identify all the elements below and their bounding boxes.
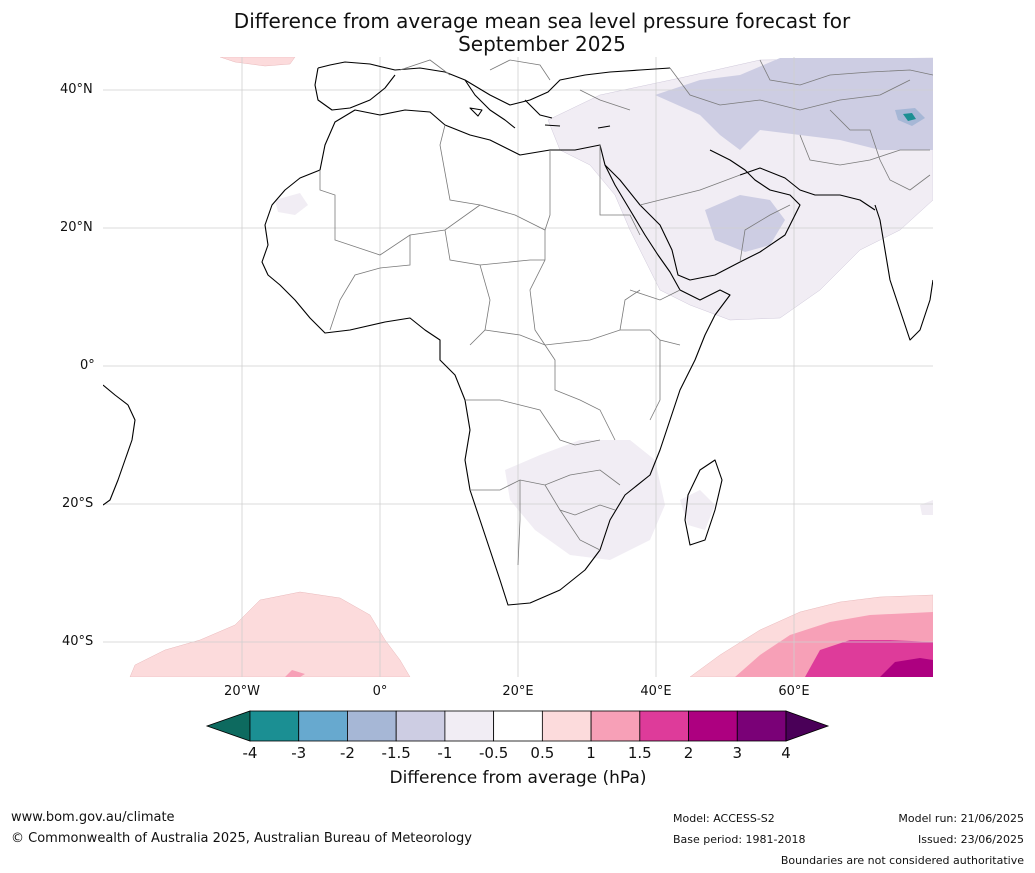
colorbar [205,710,830,742]
lat-label-20s: 20°S [62,496,94,511]
colorbar-tick-label: 1.5 [627,744,652,762]
colorbar-segment [298,710,348,742]
south-america-coast [103,384,136,506]
title-line-1: Difference from average mean sea level p… [233,9,851,33]
lon-label-20e: 20°E [502,684,534,699]
cyprus [597,125,611,129]
map-area [103,57,933,677]
lat-label-0: 0° [80,358,95,373]
colorbar-tick-label: -4 [242,744,258,762]
europe-iberia [314,67,396,111]
lon-label-40e: 40°E [640,684,672,699]
title-line-2: September 2025 [458,32,626,56]
footer-model: Model: ACCESS-S2 [673,812,775,825]
colorbar-segment [444,710,495,742]
colorbar-segment [249,710,300,742]
anomaly-neg-asia-3 [903,113,916,121]
sicily [469,107,483,117]
lat-label-40s: 40°S [62,634,94,649]
colorbar-segment [493,710,543,742]
africa-coast [261,109,731,606]
anomaly-pos-north-atlantic [219,57,296,67]
europe-coast [317,61,671,106]
arabia-coast [604,149,801,281]
greece [524,99,553,119]
lat-label-40n: 40°N [60,82,93,97]
anomaly-neg-arabia-core [705,195,785,252]
coastlines [103,61,933,606]
country-borders [319,59,933,566]
colorbar-tick-label: -1 [437,744,453,762]
anomaly-pos-indian-ocean-4 [880,658,933,677]
footer-issued: Issued: 23/06/2025 [917,833,1024,846]
footer-base-period: Base period: 1981-2018 [673,833,806,846]
colorbar-tick-label: 2 [683,744,694,762]
colorbar-tick-label: -3 [291,744,307,762]
colorbar-under-arrow [205,710,251,742]
colorbar-over-arrow [785,710,830,742]
colorbar-tick-label: 0.5 [530,744,555,762]
lat-label-20n: 20°N [60,220,93,235]
anomaly-neg-madagascar-east [680,490,715,530]
colorbar-segment [347,710,397,742]
lon-label-20w: 20°W [224,684,260,699]
gulf-coast [739,167,876,211]
colorbar-tick-label: -0.5 [478,744,509,762]
colorbar-tick-label: 1 [586,744,596,762]
anomaly-neg-west-africa [275,193,308,215]
anomaly-neg-east-edge [920,500,933,515]
footer-url[interactable]: www.bom.gov.au/climate [11,810,175,825]
gridlines [103,57,933,677]
crete [544,124,561,127]
anomaly-neg-southern-africa [505,440,665,560]
colorbar-tick-label: 4 [781,744,791,762]
colorbar-segment [590,710,641,742]
colorbar-segment [395,710,446,742]
colorbar-tick-label: 3 [732,744,743,762]
madagascar [684,459,723,546]
footer-model-run: Model run: 21/06/2025 [898,812,1024,825]
colorbar-segment [639,710,689,742]
india-coast [874,204,933,341]
colorbar-label: Difference from average (hPa) [389,768,647,788]
colorbar-segment [688,710,738,742]
lon-label-0: 0° [372,684,388,699]
colorbar-tick-label: -1.5 [381,744,411,762]
anomaly-pos-south-atlantic-2 [285,670,305,677]
lon-label-60e: 60°E [778,684,810,699]
footer-disclaimer: Boundaries are not considered authoritat… [780,854,1024,867]
colorbar-segment [541,710,592,742]
map-title: Difference from average mean sea level p… [192,10,892,56]
colorbar-segment [736,710,787,742]
italy [464,79,516,129]
colorbar-tick-label: -2 [339,744,355,762]
anomaly-pos-south-atlantic [129,591,411,677]
footer-copyright: © Commonwealth of Australia 2025, Austra… [11,831,472,846]
